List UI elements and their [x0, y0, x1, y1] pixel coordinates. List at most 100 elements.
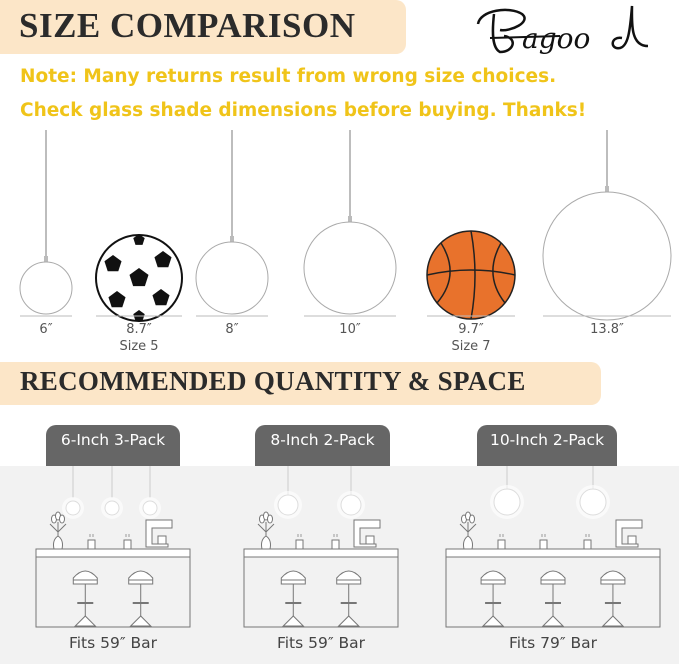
steam [499, 534, 504, 537]
bar-stool-icon [280, 570, 306, 627]
soccer-patch [152, 289, 170, 306]
stool-base [282, 615, 305, 627]
socket [605, 186, 609, 192]
bar-counter [445, 556, 661, 628]
vase-icon [53, 535, 63, 550]
socket [230, 236, 234, 242]
size-label: 8.7″ [126, 322, 152, 337]
soccer-patch [133, 234, 145, 245]
stool-seat [336, 570, 362, 585]
cup-icon [123, 539, 132, 550]
pendant-light [340, 494, 362, 516]
soccer-patch [129, 268, 149, 287]
tulip [469, 514, 475, 524]
flower-stems [459, 522, 477, 536]
bar-stool-icon [336, 570, 362, 627]
size-item-5 [542, 130, 672, 321]
cup-icon [497, 539, 506, 550]
seam [470, 230, 476, 320]
size-item-3 [303, 130, 397, 317]
stool-base [129, 615, 152, 627]
bar-scene-2 [445, 466, 661, 628]
title-band [0, 0, 406, 54]
pendant-light [142, 500, 158, 516]
vase-icon [261, 535, 271, 550]
bar-stool-icon [128, 570, 154, 627]
soccer-patch [104, 255, 122, 272]
soccer-patch [108, 291, 126, 308]
soccer-patch [133, 310, 145, 321]
coffee-machine-icon [145, 519, 173, 548]
section-band [0, 362, 601, 405]
tulip [267, 514, 273, 524]
coffee-cup [365, 535, 375, 545]
coffee-cup [627, 535, 637, 545]
stool-seat [540, 570, 566, 585]
seam [492, 242, 506, 304]
note-line-1: Note: Many returns result from wrong siz… [20, 66, 557, 87]
pendant-light [277, 494, 299, 516]
vase-icon [463, 535, 473, 550]
size-label: 9.7″ [458, 322, 484, 337]
bar-scene-1 [243, 466, 399, 628]
fits-bar-label: Fits 59″ Bar [68, 634, 158, 652]
cup-icon [87, 539, 96, 550]
coffee-machine-icon [353, 519, 381, 548]
bar-counter-top [243, 548, 399, 558]
size-item-2 [195, 130, 269, 317]
socket [348, 216, 352, 222]
seam [436, 242, 451, 304]
glass-globe [19, 261, 73, 315]
size-label: 13.8″ [590, 322, 624, 337]
flower-stems [49, 522, 67, 536]
bar-counter-top [445, 548, 661, 558]
bar-counter [243, 556, 399, 628]
note-line-2: Check glass shade dimensions before buyi… [20, 100, 587, 121]
ball-size-label: Size 7 [451, 339, 491, 354]
bar-stool-icon [72, 570, 98, 627]
pendant-light [493, 488, 521, 516]
tulip [59, 514, 65, 524]
seam [426, 269, 516, 276]
steam [125, 534, 130, 537]
page-title: SIZE COMPARISON [19, 6, 356, 45]
pack-tab: 10-Inch 2-Pack [477, 425, 617, 466]
stool-base [481, 615, 505, 627]
steam [333, 534, 338, 537]
stool-base [337, 615, 360, 627]
socket [44, 256, 48, 262]
stool-seat [72, 570, 98, 585]
coffee-cup [157, 535, 167, 545]
glass-globe [195, 241, 269, 315]
stool-seat [600, 570, 626, 585]
size-label: 10″ [339, 322, 361, 337]
size-item-4 [426, 230, 516, 320]
cup-icon [295, 539, 304, 550]
brand-logo: agoo [470, 2, 670, 62]
size-item-0 [19, 130, 73, 317]
fits-bar-label: Fits 59″ Bar [276, 634, 366, 652]
stool-seat [280, 570, 306, 585]
cup-icon [583, 539, 592, 550]
stool-seat [480, 570, 506, 585]
bar-stool-icon [480, 570, 506, 627]
steam [297, 534, 302, 537]
steam [89, 534, 94, 537]
coffee-machine-icon [615, 519, 643, 548]
stool-base [601, 615, 625, 627]
pendant-light [65, 500, 81, 516]
svg-text:agoo: agoo [522, 22, 590, 55]
soccer-patch [154, 251, 172, 268]
bar-counter-top [35, 548, 191, 558]
stool-base [541, 615, 565, 627]
size-item-1 [95, 234, 183, 322]
pack-tab: 8-Inch 2-Pack [255, 425, 390, 466]
glass-globe [542, 191, 672, 321]
pendant-light [104, 500, 120, 516]
cup-icon [539, 539, 548, 550]
size-illustration [19, 130, 672, 322]
steam [541, 534, 546, 537]
steam [585, 534, 590, 537]
